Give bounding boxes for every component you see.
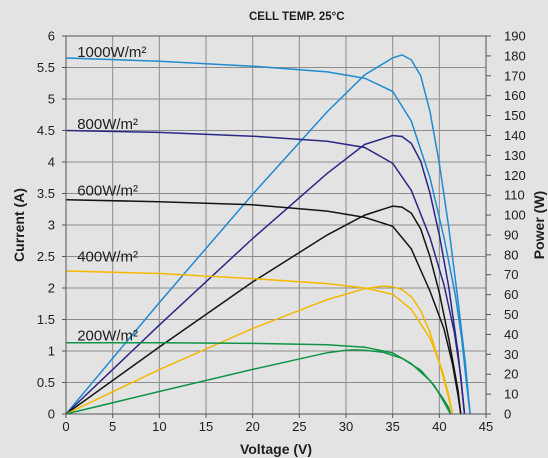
y-tick-label: 1.5 xyxy=(37,312,55,327)
iv-curve-series-1 xyxy=(65,129,466,415)
x-tick-label: 10 xyxy=(152,419,166,434)
labels-layer: 1000W/m² 800W/m² 600W/m² 400W/m² 200W/m² xyxy=(77,44,146,345)
y-tick-label: 5 xyxy=(48,92,55,107)
y2-tick-label: 10 xyxy=(504,387,518,402)
y2-tick-label: 110 xyxy=(504,188,525,203)
x-tick-label: 40 xyxy=(432,419,446,434)
axes-layer: 00.511.522.533.544.555.56010203040506070… xyxy=(37,29,526,435)
pv-curve-series-1 xyxy=(65,134,466,415)
y-tick-label: 3.5 xyxy=(37,186,55,201)
y2-tick-label: 20 xyxy=(504,367,518,382)
y2-tick-label: 170 xyxy=(504,68,526,83)
x-tick-label: 20 xyxy=(245,419,259,434)
pv-curve-series-2 xyxy=(65,205,462,415)
y2-tick-label: 30 xyxy=(504,347,518,362)
x-tick-label: 25 xyxy=(292,419,306,434)
pv-curve-series-3 xyxy=(65,285,454,415)
grid-layer xyxy=(66,36,486,414)
x-tick-label: 30 xyxy=(339,419,353,434)
x-tick-label: 5 xyxy=(109,419,116,434)
x-tick-label: 35 xyxy=(385,419,399,434)
y2-axis-title: Power (W) xyxy=(531,191,547,259)
series-label-1: 800W/m² xyxy=(77,116,138,133)
y2-tick-label: 130 xyxy=(504,148,526,163)
pv-curve-series-0 xyxy=(65,54,471,415)
x-axis-title: Voltage (V) xyxy=(240,441,312,457)
y2-tick-label: 120 xyxy=(504,168,526,183)
curves-layer xyxy=(65,54,471,415)
y2-tick-label: 50 xyxy=(504,307,518,322)
y2-tick-label: 90 xyxy=(504,227,518,242)
iv-curve-series-3 xyxy=(65,270,454,415)
series-label-3: 400W/m² xyxy=(77,249,138,266)
y-tick-label: 4 xyxy=(48,155,55,170)
y-tick-label: 2 xyxy=(48,281,55,296)
series-label-4: 200W/m² xyxy=(77,327,138,344)
y-tick-label: 1 xyxy=(48,344,55,359)
iv-curve-series-4 xyxy=(66,342,452,415)
series-label-0: 1000W/m² xyxy=(77,44,146,61)
pv-curve-series-4 xyxy=(65,349,452,415)
x-tick-label: 15 xyxy=(199,419,213,434)
y2-tick-label: 0 xyxy=(504,407,511,422)
y-tick-label: 3 xyxy=(48,218,55,233)
y-tick-label: 6 xyxy=(48,29,55,44)
y-tick-label: 5.5 xyxy=(37,60,55,75)
y2-tick-label: 100 xyxy=(504,208,526,223)
y2-tick-label: 80 xyxy=(504,247,518,262)
y-tick-label: 4.5 xyxy=(37,123,55,138)
y-axis-title: Current (A) xyxy=(11,188,27,262)
y2-tick-label: 180 xyxy=(504,48,526,63)
y2-tick-label: 140 xyxy=(504,128,526,143)
x-tick-label: 0 xyxy=(62,419,69,434)
y2-tick-label: 190 xyxy=(504,29,526,44)
chart-title: CELL TEMP. 25°C xyxy=(249,11,345,23)
iv-curve-series-2 xyxy=(65,199,462,415)
y2-tick-label: 160 xyxy=(504,88,526,103)
y2-tick-label: 40 xyxy=(504,327,518,342)
series-label-2: 600W/m² xyxy=(77,182,138,199)
y2-tick-label: 70 xyxy=(504,267,518,282)
y-tick-label: 0 xyxy=(48,407,55,422)
x-tick-label: 45 xyxy=(479,419,493,434)
y-tick-label: 2.5 xyxy=(37,249,55,264)
y-tick-label: 0.5 xyxy=(37,375,55,390)
y2-tick-label: 60 xyxy=(504,287,518,302)
y2-tick-label: 150 xyxy=(504,108,526,123)
